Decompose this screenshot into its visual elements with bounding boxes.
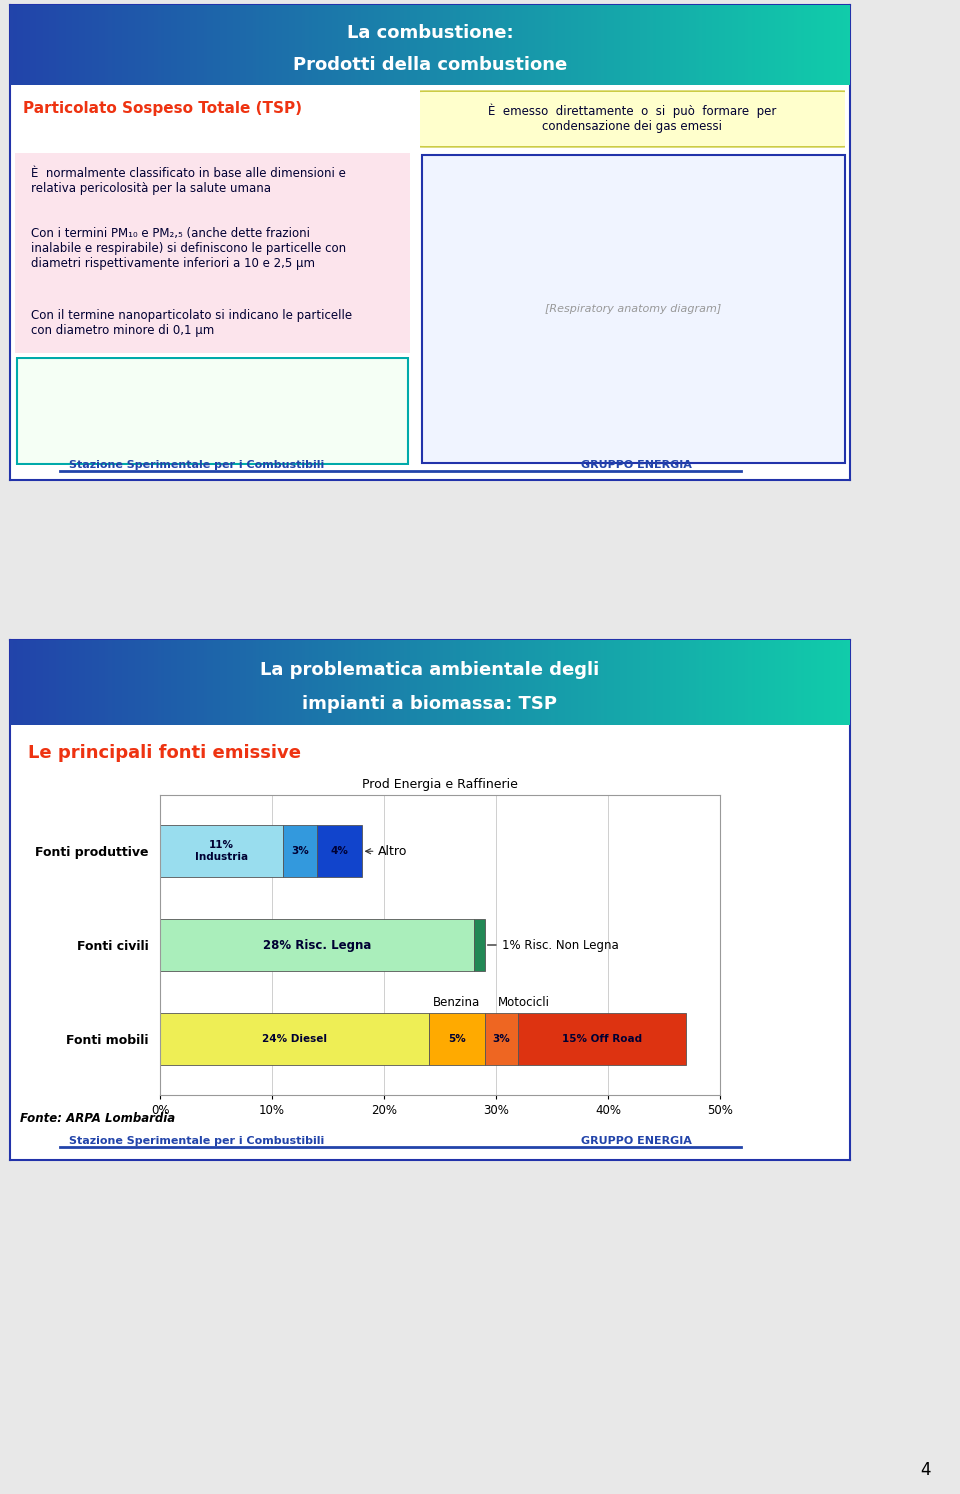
Bar <box>317 826 362 877</box>
Text: 28% Risc. Legna: 28% Risc. Legna <box>263 938 371 952</box>
Text: 3%: 3% <box>291 846 309 856</box>
Text: Particolato Sospeso Totale (TSP): Particolato Sospeso Totale (TSP) <box>23 102 301 117</box>
Text: 15% Off Road: 15% Off Road <box>563 1034 642 1044</box>
FancyBboxPatch shape <box>17 359 408 465</box>
Text: Motocicli: Motocicli <box>498 995 550 1008</box>
FancyBboxPatch shape <box>422 154 845 463</box>
Bar <box>473 919 485 971</box>
Text: 3%: 3% <box>492 1034 511 1044</box>
Bar <box>429 1013 485 1065</box>
Text: [Respiratory anatomy diagram]: [Respiratory anatomy diagram] <box>545 303 722 314</box>
Title: Prod Energia e Raffinerie: Prod Energia e Raffinerie <box>362 778 518 790</box>
Text: 4: 4 <box>921 1461 931 1479</box>
Text: Con il termine nanoparticolato si indicano le particelle
con diametro minore di : Con il termine nanoparticolato si indica… <box>31 309 352 338</box>
Text: Con i termini PM₁₀ e PM₂,₅ (anche dette frazioni
inalabile e respirabile) si def: Con i termini PM₁₀ e PM₂,₅ (anche dette … <box>31 227 346 270</box>
Text: GRUPPO ENERGIA: GRUPPO ENERGIA <box>581 460 692 471</box>
Text: È  emesso  direttamente  o  si  può  formare  per
condensazione dei gas emessi: È emesso direttamente o si può formare p… <box>489 103 777 133</box>
Text: Fonte: ARPA Lombardia: Fonte: ARPA Lombardia <box>20 1113 175 1125</box>
Text: Stazione Sperimentale per i Combustibili: Stazione Sperimentale per i Combustibili <box>69 1135 324 1146</box>
Text: La problematica ambientale degli: La problematica ambientale degli <box>260 660 600 678</box>
Bar <box>518 1013 686 1065</box>
FancyBboxPatch shape <box>7 151 418 357</box>
Text: 5%: 5% <box>448 1034 466 1044</box>
Text: 4%: 4% <box>330 846 348 856</box>
Text: Le principali fonti emissive: Le principali fonti emissive <box>28 744 301 762</box>
Bar <box>160 826 283 877</box>
FancyBboxPatch shape <box>416 91 850 146</box>
Bar <box>485 1013 518 1065</box>
Text: La combustione:: La combustione: <box>347 24 514 42</box>
Text: Prodotti della combustione: Prodotti della combustione <box>293 55 567 75</box>
Bar <box>283 826 317 877</box>
Bar <box>160 919 473 971</box>
Text: 24% Diesel: 24% Diesel <box>262 1034 327 1044</box>
Text: 11%
Industria: 11% Industria <box>195 841 249 862</box>
Text: Benzina: Benzina <box>433 995 480 1008</box>
Text: 1% Risc. Non Legna: 1% Risc. Non Legna <box>488 938 618 952</box>
Text: Altro: Altro <box>366 844 408 858</box>
Bar <box>160 1013 429 1065</box>
Text: impianti a biomassa: TSP: impianti a biomassa: TSP <box>302 695 558 713</box>
Text: GRUPPO ENERGIA: GRUPPO ENERGIA <box>581 1135 692 1146</box>
Text: È  normalmente classificato in base alle dimensioni e
relativa pericolosità per : È normalmente classificato in base alle … <box>31 167 346 196</box>
Text: Stazione Sperimentale per i Combustibili: Stazione Sperimentale per i Combustibili <box>69 460 324 471</box>
